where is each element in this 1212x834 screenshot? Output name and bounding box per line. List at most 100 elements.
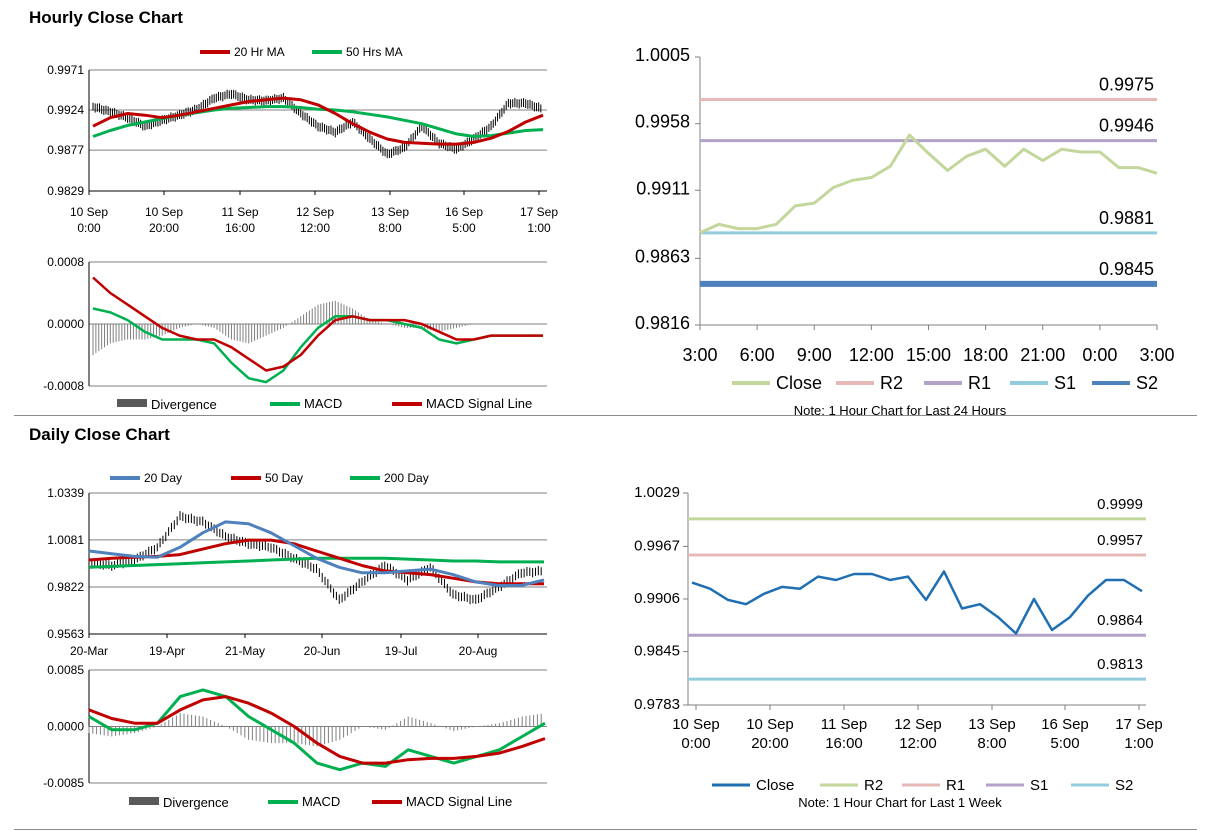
weekly-pivot-legend-label: Close: [756, 777, 794, 794]
daily-macd-signal-line: [88, 695, 546, 765]
weekly-pivot-x-tick-label: 0:00: [681, 735, 710, 752]
hourly-macd-y-tick-label: -0.0008: [43, 379, 84, 393]
hourly-price-x-tick-label: 12 Sep: [296, 205, 334, 219]
weekly-pivot-close-line: [691, 570, 1143, 635]
hourly-pivot-x-tick-label: 15:00: [906, 345, 951, 365]
hourly-price-x-tick-label: 17 Sep: [520, 205, 558, 219]
weekly-pivot-x-tick-label: 11 Sep: [821, 716, 867, 733]
weekly-pivot-x-tick-label: 1:00: [1124, 735, 1153, 752]
weekly-pivot-r1-label: 0.9957: [1097, 532, 1143, 549]
daily-macd-legend-label: MACD: [302, 794, 340, 809]
daily-price-y-tick-label: 0.9822: [47, 580, 84, 594]
hourly-macd-line: [92, 307, 543, 384]
weekly-pivot-x-tick-label: 5:00: [1050, 735, 1079, 752]
daily-price-x-tick-label: 20-Jun: [304, 644, 341, 658]
hourly-price-x-tick-label: 10 Sep: [145, 205, 183, 219]
daily-price-x-tick-label: 20-Aug: [459, 644, 498, 658]
hourly-price-x-tick-label: 5:00: [452, 221, 476, 235]
daily-price-x-tick-label: 19-Jul: [385, 644, 418, 658]
daily-macd-line: [88, 688, 546, 772]
hourly-pivot-s2-label: 0.9845: [1099, 259, 1154, 279]
weekly-pivot-y-tick-label: 1.0029: [634, 484, 680, 501]
hourly-pivot-y-tick-label: 0.9816: [635, 313, 690, 333]
hourly-pivot-legend-label: R2: [880, 373, 903, 393]
hourly-pivot-r2-label: 0.9975: [1099, 75, 1154, 95]
weekly-pivot-legend-label: R2: [864, 777, 883, 794]
daily-50day-legend-label: 50 Day: [265, 471, 303, 485]
hourly-macd-signal-legend-label: MACD Signal Line: [426, 396, 532, 411]
weekly-pivot-x-tick-label: 8:00: [977, 735, 1006, 752]
hourly-pivot-y-tick-label: 1.0005: [635, 45, 690, 65]
hourly-pivot-x-tick-label: 0:00: [1082, 345, 1117, 365]
weekly-pivot-s2-label: 0.9813: [1097, 656, 1143, 673]
weekly-pivot-legend-label: S2: [1115, 777, 1133, 794]
daily-macd-y-tick-label: -0.0085: [43, 776, 84, 790]
daily-section-title: Daily Close Chart: [29, 425, 170, 444]
hourly-pivot-x-tick-label: 12:00: [849, 345, 894, 365]
hourly-pivot-x-tick-label: 6:00: [740, 345, 775, 365]
weekly-pivot-y-tick-label: 0.9845: [634, 643, 680, 660]
weekly-pivot-y-tick-label: 0.9783: [634, 696, 680, 713]
hourly-divergence-legend-swatch: [117, 399, 147, 407]
hourly-price-x-tick-label: 11 Sep: [221, 205, 258, 219]
weekly-pivot-x-tick-label: 20:00: [751, 735, 789, 752]
hourly-price-x-tick-label: 13 Sep: [371, 205, 409, 219]
hourly-price-x-tick-label: 8:00: [378, 221, 402, 235]
hourly-pivot-legend-label: R1: [968, 373, 991, 393]
hourly-pivot-s1-label: 0.9881: [1099, 208, 1154, 228]
hourly-20hr-ma-line: [92, 96, 544, 146]
hourly-macd-signal-line: [92, 276, 543, 372]
section-divider-top: [14, 415, 1197, 416]
weekly-pivot-note: Note: 1 Hour Chart for Last 1 Week: [798, 795, 1002, 810]
hourly-macd-legend-label: MACD: [304, 396, 342, 411]
hourly-price-x-tick-label: 10 Sep: [70, 205, 108, 219]
hourly-pivot-y-tick-label: 0.9863: [635, 246, 690, 266]
daily-20day-line: [88, 520, 545, 587]
daily-macd-y-tick-label: 0.0085: [47, 663, 84, 677]
hourly-price-x-tick-label: 16:00: [225, 221, 255, 235]
hourly-50hr-ma-legend-label: 50 Hrs MA: [346, 45, 403, 59]
hourly-macd-y-tick-label: 0.0000: [47, 317, 84, 331]
daily-price-x-tick-label: 19-Apr: [149, 644, 185, 658]
hourly-pivot-x-tick-label: 9:00: [797, 345, 832, 365]
weekly-pivot-x-tick-label: 16 Sep: [1041, 716, 1089, 733]
daily-200day-legend-label: 200 Day: [384, 471, 429, 485]
hourly-pivot-legend-label: S1: [1054, 373, 1076, 393]
hourly-price-x-tick-label: 16 Sep: [445, 205, 483, 219]
daily-price-x-tick-label: 20-Mar: [70, 644, 108, 658]
hourly-divergence-legend-label: Divergence: [151, 397, 217, 412]
daily-20day-legend-label: 20 Day: [144, 471, 182, 485]
daily-price-y-tick-label: 1.0339: [47, 486, 84, 500]
hourly-pivot-r1-label: 0.9946: [1099, 116, 1154, 136]
hourly-pivot-y-tick-label: 0.9911: [636, 178, 690, 198]
hourly-pivot-note: Note: 1 Hour Chart for Last 24 Hours: [794, 403, 1007, 418]
hourly-price-y-tick-label: 0.9829: [47, 184, 84, 198]
weekly-pivot-x-tick-label: 12:00: [899, 735, 937, 752]
daily-macd-signal-legend-label: MACD Signal Line: [406, 794, 512, 809]
hourly-pivot-x-tick-label: 18:00: [963, 345, 1008, 365]
daily-divergence-legend-label: Divergence: [163, 795, 229, 810]
daily-price-y-tick-label: 0.9563: [47, 627, 84, 641]
weekly-pivot-s1-label: 0.9864: [1097, 612, 1143, 629]
weekly-pivot-x-tick-label: 10 Sep: [746, 716, 794, 733]
hourly-price-x-tick-label: 12:00: [300, 221, 330, 235]
daily-price-x-tick-label: 21-May: [225, 644, 265, 658]
section-divider-bottom: [14, 829, 1197, 830]
weekly-pivot-y-tick-label: 0.9906: [634, 590, 680, 607]
weekly-pivot-legend-label: R1: [946, 777, 965, 794]
daily-price-y-tick-label: 1.0081: [47, 533, 84, 547]
hourly-pivot-y-tick-label: 0.9958: [635, 112, 690, 132]
weekly-pivot-x-tick-label: 10 Sep: [672, 716, 720, 733]
weekly-pivot-legend-label: S1: [1030, 777, 1048, 794]
hourly-section-title: Hourly Close Chart: [29, 8, 183, 27]
hourly-price-y-tick-label: 0.9877: [47, 143, 84, 157]
weekly-pivot-x-tick-label: 13 Sep: [968, 716, 1016, 733]
hourly-pivot-legend-label: Close: [776, 373, 822, 393]
weekly-pivot-y-tick-label: 0.9967: [634, 537, 680, 554]
daily-macd-y-tick-label: 0.0000: [47, 720, 84, 734]
hourly-price-x-tick-label: 0:00: [77, 221, 101, 235]
weekly-pivot-x-tick-label: 17 Sep: [1115, 716, 1163, 733]
hourly-price-y-tick-label: 0.9971: [47, 63, 84, 77]
hourly-pivot-x-tick-label: 3:00: [682, 345, 717, 365]
